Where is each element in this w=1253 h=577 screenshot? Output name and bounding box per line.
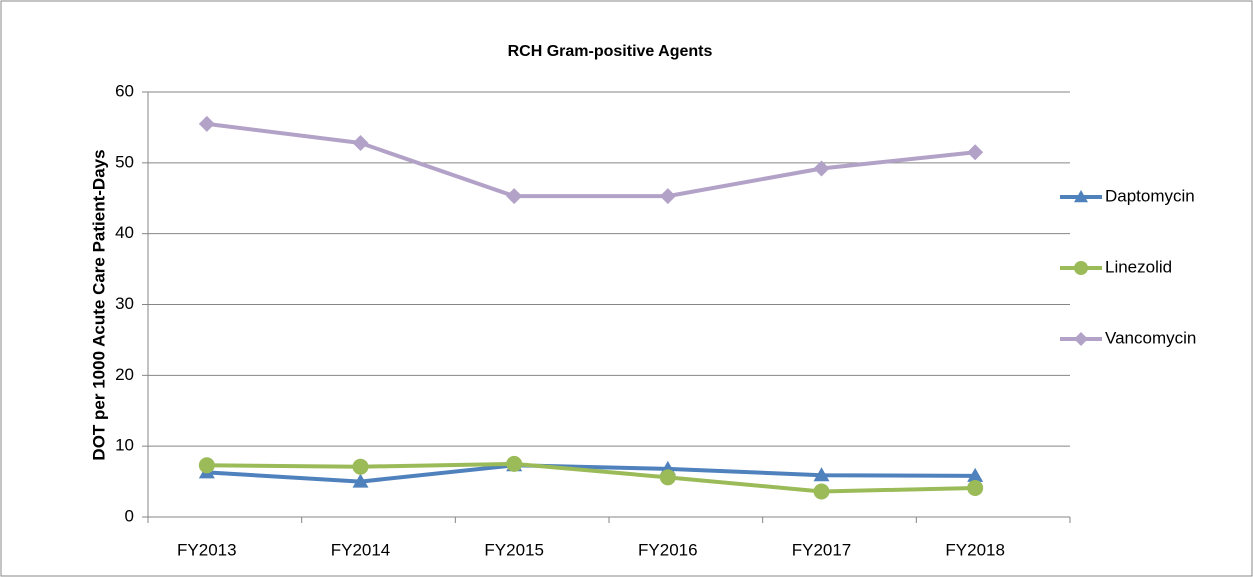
y-tick-label: 50	[115, 152, 134, 171]
marker	[198, 457, 215, 474]
marker	[813, 160, 830, 177]
marker	[813, 483, 830, 500]
marker	[967, 479, 984, 496]
marker	[1074, 190, 1088, 203]
marker	[659, 469, 676, 486]
y-tick-label: 10	[115, 436, 134, 455]
marker	[352, 135, 369, 151]
x-tick-label: FY2013	[177, 540, 237, 559]
legend-label: Linezolid	[1105, 257, 1172, 276]
marker	[813, 467, 830, 482]
marker	[1074, 261, 1088, 275]
marker	[506, 188, 523, 205]
x-tick-label: FY2018	[945, 540, 1005, 559]
y-tick-label: 0	[125, 506, 134, 525]
series-line	[206, 121, 976, 199]
y-tick-label: 60	[115, 81, 134, 100]
marker	[352, 473, 369, 488]
y-axis-label: DOT per 1000 Acute Care Patient-Days	[89, 149, 108, 460]
marker	[1074, 332, 1088, 346]
marker	[967, 467, 984, 482]
marker	[352, 458, 369, 475]
x-tick-label: FY2016	[638, 540, 698, 559]
x-tick-label: FY2017	[792, 540, 852, 559]
y-tick-label: 40	[115, 223, 134, 242]
y-tick-label: 30	[115, 294, 134, 313]
x-tick-label: FY2015	[484, 540, 544, 559]
x-tick-label: FY2014	[331, 540, 391, 559]
series-line	[206, 463, 976, 484]
marker	[506, 455, 523, 472]
marker	[967, 144, 984, 161]
series-line	[206, 461, 976, 494]
legend-label: Daptomycin	[1105, 186, 1195, 205]
legend-label: Vancomycin	[1105, 328, 1196, 347]
y-tick-label: 20	[115, 365, 134, 384]
marker	[659, 188, 676, 205]
chart-title: RCH Gram-positive Agents	[508, 43, 713, 60]
marker	[198, 115, 215, 132]
